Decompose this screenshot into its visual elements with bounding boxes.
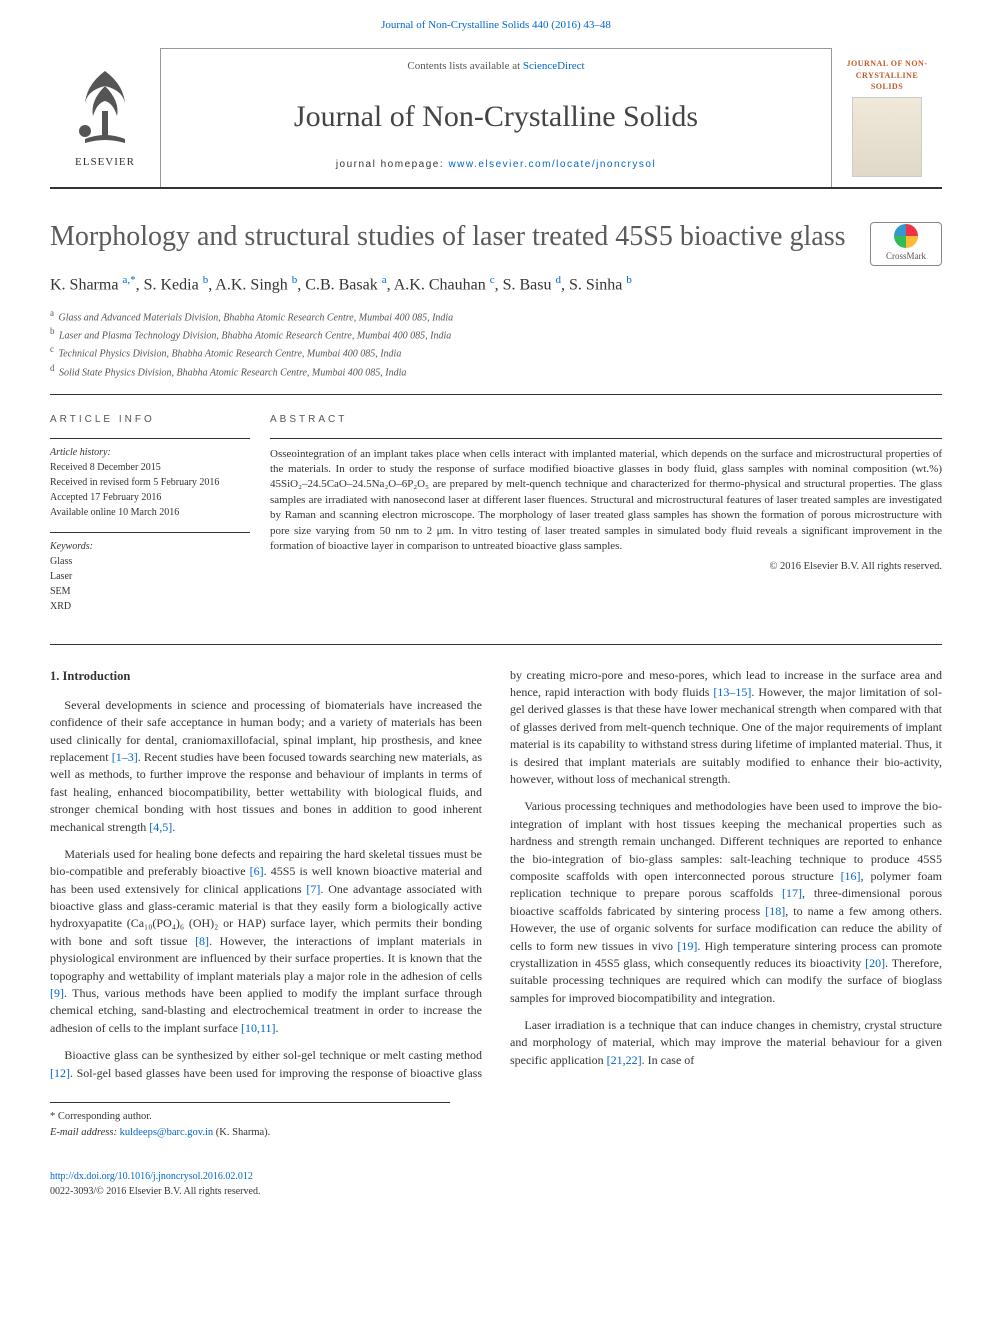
crossmark-badge[interactable]: CrossMark: [870, 222, 942, 266]
history-line: Accepted 17 February 2016: [50, 490, 250, 505]
authors-list: K. Sharma a,*, S. Kedia b, A.K. Singh b,…: [50, 273, 942, 297]
affiliation-line: a Glass and Advanced Materials Division,…: [50, 307, 942, 325]
article-info-col: ARTICLE INFO Article history: Received 8…: [50, 413, 270, 626]
article-info-head: ARTICLE INFO: [50, 413, 250, 428]
citation-link[interactable]: [21,22]: [607, 1053, 642, 1067]
journal-header: ELSEVIER Contents lists available at Sci…: [50, 48, 942, 189]
elsevier-label: ELSEVIER: [75, 155, 135, 171]
homepage-prefix: journal homepage:: [336, 159, 449, 170]
journal-name: Journal of Non-Crystalline Solids: [161, 95, 831, 139]
citation-link[interactable]: [4,5]: [149, 820, 172, 834]
journal-center: Contents lists available at ScienceDirec…: [160, 48, 832, 187]
contents-line: Contents lists available at ScienceDirec…: [161, 59, 831, 75]
citation-link[interactable]: [18]: [765, 904, 785, 918]
citation-link[interactable]: [10,11]: [241, 1021, 276, 1035]
keyword-line: Laser: [50, 569, 250, 584]
doi-link[interactable]: http://dx.doi.org/10.1016/j.jnoncrysol.2…: [50, 1171, 253, 1182]
history-line: Available online 10 March 2016: [50, 505, 250, 520]
corresponding-label: * Corresponding author.: [50, 1109, 450, 1125]
citation-link[interactable]: [20]: [865, 956, 885, 970]
affiliations-list: a Glass and Advanced Materials Division,…: [50, 307, 942, 395]
crossmark-icon: [894, 224, 918, 248]
body-paragraph: Laser irradiation is a technique that ca…: [510, 1017, 942, 1069]
article-title: Morphology and structural studies of las…: [50, 217, 942, 258]
corresponding-author-footer: * Corresponding author. E-mail address: …: [50, 1102, 450, 1141]
sciencedirect-link[interactable]: ScienceDirect: [523, 60, 585, 72]
homepage-url-link[interactable]: www.elsevier.com/locate/jnoncrysol: [448, 159, 656, 170]
citation-link[interactable]: [7]: [306, 882, 320, 896]
citation-link[interactable]: [12]: [50, 1066, 70, 1080]
history-line: Received in revised form 5 February 2016: [50, 475, 250, 490]
body-paragraph: Materials used for healing bone defects …: [50, 846, 482, 1037]
cover-title: JOURNAL OF NON-CRYSTALLINE SOLIDS: [842, 58, 932, 93]
affiliation-line: c Technical Physics Division, Bhabha Ato…: [50, 343, 942, 361]
citation-link[interactable]: [19]: [677, 939, 697, 953]
affiliation-line: d Solid State Physics Division, Bhabha A…: [50, 362, 942, 380]
body-paragraph: Several developments in science and proc…: [50, 697, 482, 836]
abstract-body: Osseointegration of an implant takes pla…: [270, 438, 942, 575]
issn-line: 0022-3093/© 2016 Elsevier B.V. All right…: [50, 1186, 260, 1197]
abstract-col: ABSTRACT Osseointegration of an implant …: [270, 413, 942, 626]
citation-link[interactable]: [17]: [782, 886, 802, 900]
body-columns: 1. Introduction Several developments in …: [50, 667, 942, 1082]
email-label: E-mail address:: [50, 1127, 120, 1138]
intro-section-title: 1. Introduction: [50, 667, 482, 685]
affiliation-line: b Laser and Plasma Technology Division, …: [50, 325, 942, 343]
history-label: Article history:: [50, 445, 250, 460]
keyword-line: Glass: [50, 554, 250, 569]
keywords-label: Keywords:: [50, 539, 250, 554]
abstract-head: ABSTRACT: [270, 413, 942, 428]
cover-thumbnail: [852, 97, 922, 177]
keywords-block: Keywords: GlassLaserSEMXRD: [50, 532, 250, 614]
citation-link[interactable]: [13–15]: [713, 685, 751, 699]
homepage-line: journal homepage: www.elsevier.com/locat…: [161, 158, 831, 173]
history-line: Received 8 December 2015: [50, 460, 250, 475]
abstract-text: Osseointegration of an implant takes pla…: [270, 448, 942, 552]
doi-block: http://dx.doi.org/10.1016/j.jnoncrysol.2…: [50, 1170, 942, 1199]
history-block: Article history: Received 8 December 201…: [50, 438, 250, 520]
keyword-line: SEM: [50, 584, 250, 599]
email-link[interactable]: kuldeeps@barc.gov.in: [120, 1127, 214, 1138]
crossmark-label: CrossMark: [886, 250, 926, 263]
elsevier-logo: ELSEVIER: [50, 48, 160, 187]
citation-link[interactable]: [16]: [841, 869, 861, 883]
citation-link[interactable]: [8]: [195, 934, 209, 948]
citation-link[interactable]: [9]: [50, 986, 64, 1000]
abstract-copyright: © 2016 Elsevier B.V. All rights reserved…: [270, 560, 942, 575]
elsevier-tree-icon: [65, 61, 145, 151]
email-name: (K. Sharma).: [213, 1127, 270, 1138]
contents-prefix: Contents lists available at: [407, 60, 522, 72]
keyword-line: XRD: [50, 599, 250, 614]
body-paragraph: Various processing techniques and method…: [510, 798, 942, 1007]
journal-citation-link[interactable]: Journal of Non-Crystalline Solids 440 (2…: [0, 0, 992, 48]
citation-link[interactable]: [6]: [250, 864, 264, 878]
journal-cover: JOURNAL OF NON-CRYSTALLINE SOLIDS: [832, 48, 942, 187]
citation-link[interactable]: [1–3]: [112, 750, 138, 764]
